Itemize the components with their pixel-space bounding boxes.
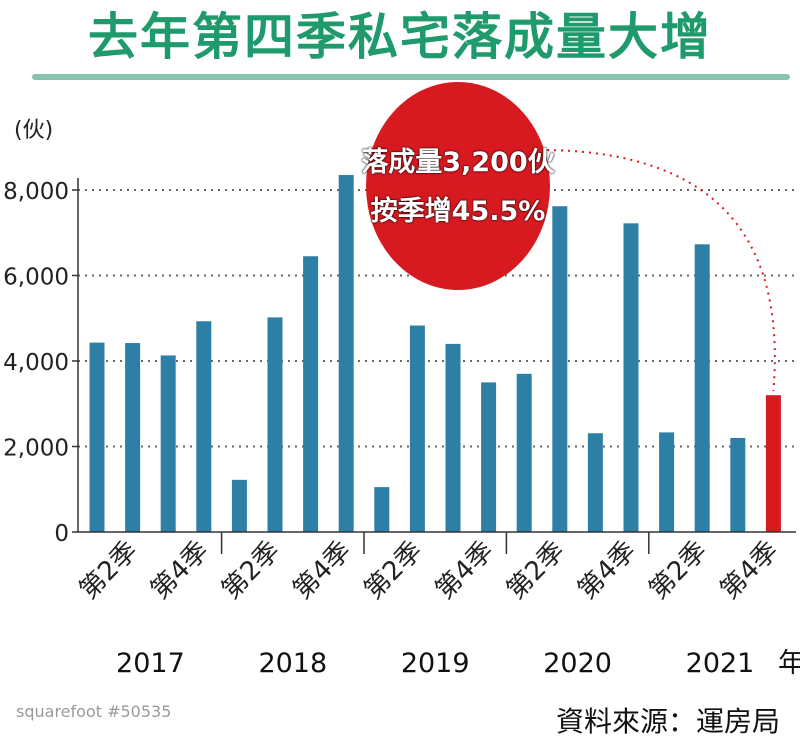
bar xyxy=(694,244,710,533)
bar xyxy=(267,317,283,532)
x-tick-label: 第4季 xyxy=(430,536,500,606)
bar xyxy=(623,223,639,532)
title-underline xyxy=(32,74,790,80)
bar xyxy=(374,487,390,532)
callout-growth-text: 按季增45.5% xyxy=(370,196,546,227)
bar xyxy=(409,325,425,532)
y-tick-label: 6,000 xyxy=(3,265,69,291)
bar xyxy=(338,175,354,532)
x-tick-label: 第2季 xyxy=(74,536,144,606)
bar xyxy=(730,437,746,532)
bar xyxy=(659,432,675,532)
callout-connector xyxy=(539,149,776,392)
bars xyxy=(89,175,781,533)
bar xyxy=(481,382,497,532)
bar xyxy=(89,342,105,532)
x-tick-label: 第2季 xyxy=(216,536,286,606)
year-label: 2020 xyxy=(543,648,612,679)
callout-completions-text: 落成量3,200伙 xyxy=(361,147,555,178)
bar xyxy=(445,343,461,532)
bar xyxy=(160,355,176,532)
year-label: 2017 xyxy=(116,648,185,679)
y-tick-label: 2,000 xyxy=(3,436,69,462)
year-label: 2019 xyxy=(401,648,470,679)
y-tick-label: 4,000 xyxy=(3,350,69,376)
year-label: 2021 xyxy=(686,648,755,679)
x-tick-label: 第2季 xyxy=(501,536,571,606)
bar xyxy=(196,321,212,532)
bar xyxy=(125,343,141,532)
callout-bubble xyxy=(366,82,550,290)
bar xyxy=(231,479,247,532)
y-axis-unit-label: (伙) xyxy=(14,118,54,143)
y-tick-label: 8,000 xyxy=(3,179,69,205)
bar xyxy=(516,373,532,532)
bar xyxy=(587,433,603,532)
year-suffix-label: 年 xyxy=(778,648,800,679)
bar xyxy=(303,256,319,532)
bar xyxy=(552,206,568,532)
year-label: 2018 xyxy=(258,648,327,679)
source-note: 資料來源：運房局 xyxy=(555,705,780,738)
y-tick-label: 0 xyxy=(54,521,69,547)
chart-title: 去年第四季私宅落成量大增 xyxy=(88,7,712,66)
x-tick-label: 第4季 xyxy=(715,536,785,606)
bar-highlight xyxy=(765,395,781,532)
x-tick-label: 第4季 xyxy=(145,536,215,606)
watermark: squarefoot #50535 xyxy=(16,702,172,721)
x-tick-label: 第4季 xyxy=(572,536,642,606)
x-tick-label: 第2季 xyxy=(643,536,713,606)
x-tick-label: 第2季 xyxy=(359,536,429,606)
x-tick-label: 第4季 xyxy=(287,536,357,606)
